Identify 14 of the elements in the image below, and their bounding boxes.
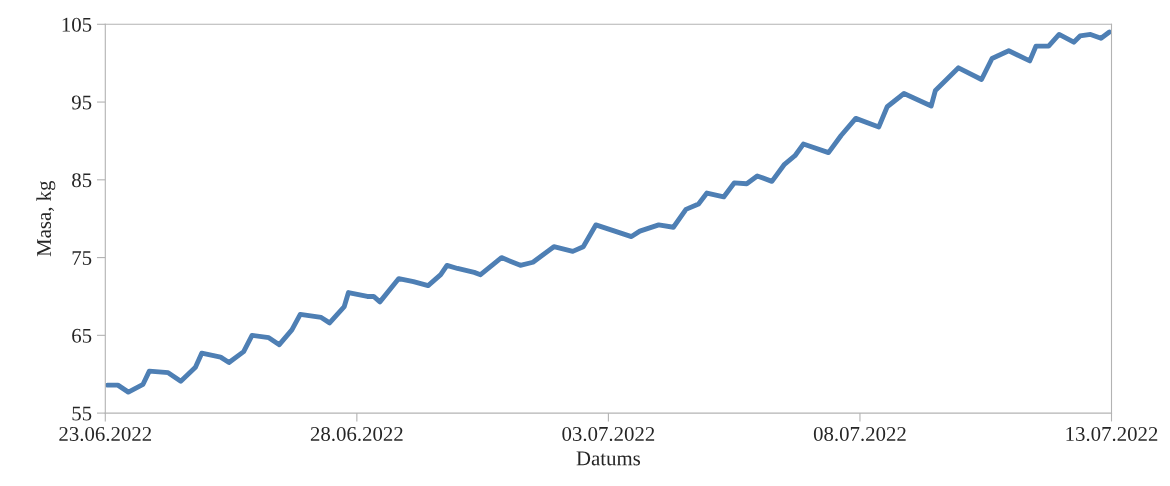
y-tick-label: 75 bbox=[72, 251, 92, 266]
y-tick-label: 105 bbox=[62, 17, 92, 32]
x-axis-title: Datums bbox=[576, 451, 641, 466]
y-axis-title: Masa, kg bbox=[36, 180, 56, 257]
y-tick-label: 85 bbox=[72, 173, 92, 188]
y-tick-label: 55 bbox=[72, 406, 92, 421]
y-tick-label: 95 bbox=[71, 95, 92, 110]
x-tick-label: 08.07.2022 bbox=[813, 426, 906, 442]
y-tick-label: 65 bbox=[72, 328, 92, 343]
x-tick-label: 23.06.2022 bbox=[59, 426, 152, 442]
x-tick-label: 28.06.2022 bbox=[310, 426, 403, 442]
line-series bbox=[105, 29, 1112, 395]
x-tick-label: 13.07.2022 bbox=[1066, 426, 1158, 442]
x-tick-label: 03.07.2022 bbox=[562, 426, 655, 442]
